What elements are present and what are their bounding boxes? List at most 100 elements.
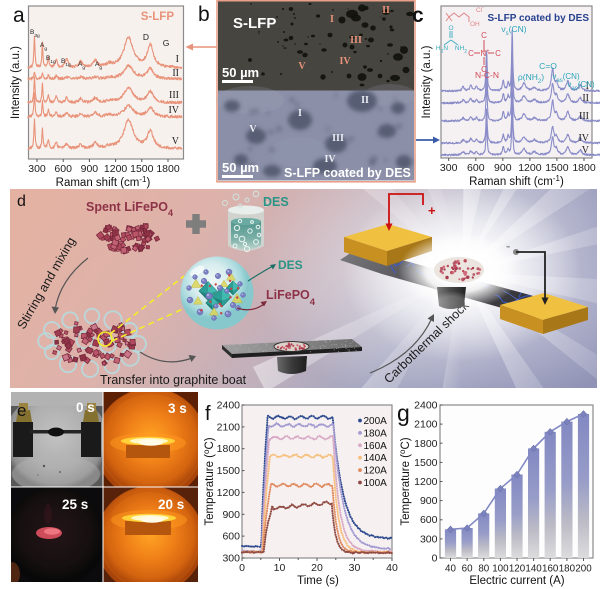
svg-text:-: - <box>506 238 510 253</box>
svg-text:III: III <box>169 90 179 101</box>
svg-text:1500: 1500 <box>217 465 241 477</box>
svg-text:C: C <box>481 31 487 40</box>
svg-text:180: 180 <box>559 564 576 575</box>
svg-text:900: 900 <box>420 495 438 507</box>
svg-text:V: V <box>172 136 180 147</box>
svg-text:a: a <box>13 4 25 27</box>
svg-text:0: 0 <box>432 553 438 565</box>
svg-text:V: V <box>298 61 306 72</box>
svg-text:S-LFP: S-LFP <box>233 15 276 32</box>
svg-text:II: II <box>361 95 369 106</box>
svg-text:B1g: B1g <box>61 58 71 68</box>
svg-text:c: c <box>412 4 424 27</box>
svg-text:300: 300 <box>28 163 46 175</box>
svg-text:3 s: 3 s <box>168 401 187 416</box>
svg-text:300: 300 <box>440 162 458 174</box>
svg-text:180A: 180A <box>364 428 388 439</box>
svg-text:+: + <box>428 203 436 218</box>
svg-text:300: 300 <box>420 533 438 545</box>
svg-text:D: D <box>143 32 149 42</box>
svg-text:0: 0 <box>239 562 245 574</box>
svg-text:50 µm: 50 µm <box>222 160 259 175</box>
svg-text:Ag: Ag <box>78 61 85 71</box>
svg-text:Intensity (a.u.): Intensity (a.u.) <box>421 45 433 118</box>
svg-text:50 µm: 50 µm <box>222 65 259 80</box>
svg-text:120: 120 <box>509 564 526 575</box>
svg-text:1800: 1800 <box>414 438 438 450</box>
svg-text:1200: 1200 <box>104 163 128 175</box>
svg-text:40: 40 <box>386 562 398 574</box>
svg-text:d: d <box>17 193 26 210</box>
svg-text:IV: IV <box>168 105 179 116</box>
svg-text:80: 80 <box>478 564 489 575</box>
svg-text:120A: 120A <box>364 466 388 477</box>
svg-text:I: I <box>330 14 334 25</box>
svg-text:II: II <box>172 68 179 79</box>
svg-text:1500: 1500 <box>414 457 438 469</box>
svg-text:25 s: 25 s <box>62 497 88 512</box>
svg-text:200: 200 <box>575 564 592 575</box>
svg-text:1500: 1500 <box>130 163 154 175</box>
svg-text:Electric current (A): Electric current (A) <box>469 575 564 587</box>
svg-text:IV: IV <box>324 154 336 165</box>
svg-text:S-LFP coated by DES: S-LFP coated by DES <box>487 13 589 24</box>
svg-text:f: f <box>205 403 211 425</box>
svg-text:g: g <box>397 400 410 426</box>
svg-text:Transfer into graphite boat: Transfer into graphite boat <box>100 373 247 387</box>
svg-text:1200: 1200 <box>414 476 438 488</box>
svg-text:600: 600 <box>420 514 438 526</box>
svg-text:Temperature (oC): Temperature (oC) <box>398 437 413 525</box>
svg-text:0 s: 0 s <box>76 400 95 415</box>
svg-text:900: 900 <box>222 509 240 521</box>
svg-text:S-LFP: S-LFP <box>141 11 175 23</box>
svg-text:II: II <box>382 5 390 16</box>
svg-text:30: 30 <box>349 562 361 574</box>
svg-text:C: C <box>468 49 474 58</box>
svg-text:Intensity (a.u.): Intensity (a.u.) <box>10 46 22 119</box>
svg-text:20: 20 <box>311 562 323 574</box>
svg-text:Cl-: Cl- <box>476 5 484 14</box>
svg-text:600: 600 <box>222 531 240 543</box>
svg-text:160A: 160A <box>364 441 388 452</box>
svg-text:III: III <box>332 133 344 144</box>
svg-text:N-C-N: N-C-N <box>475 70 499 80</box>
svg-text:20 s: 20 s <box>158 497 184 512</box>
svg-text:900: 900 <box>81 163 99 175</box>
svg-text:2400: 2400 <box>414 400 438 412</box>
svg-text:1200: 1200 <box>518 162 542 174</box>
svg-text:III: III <box>350 35 362 46</box>
svg-text:IV: IV <box>578 133 589 144</box>
svg-text:2400: 2400 <box>217 400 241 412</box>
svg-text:140A: 140A <box>364 453 388 464</box>
svg-text:B1g: B1g <box>46 55 56 65</box>
svg-text:200A: 200A <box>364 416 388 427</box>
svg-text:40: 40 <box>445 564 456 575</box>
svg-text:II: II <box>582 93 589 104</box>
svg-text:C: C <box>495 49 501 58</box>
svg-text:I: I <box>298 108 302 119</box>
svg-text:C=O: C=O <box>539 61 557 71</box>
svg-text:1800: 1800 <box>572 162 596 174</box>
svg-text:e: e <box>17 401 26 420</box>
svg-text:2100: 2100 <box>217 421 241 433</box>
svg-text:10: 10 <box>274 562 286 574</box>
svg-text:H2N: H2N <box>436 45 448 55</box>
svg-text:300: 300 <box>222 553 240 565</box>
svg-text:2100: 2100 <box>414 419 438 431</box>
svg-text:1200: 1200 <box>217 487 241 499</box>
svg-text:DES: DES <box>263 195 289 209</box>
svg-text:b: b <box>198 3 210 26</box>
svg-text:Spent LiFePO4: Spent LiFePO4 <box>86 200 173 218</box>
svg-text:600: 600 <box>467 162 485 174</box>
svg-text:100A: 100A <box>364 478 388 489</box>
svg-text:OH: OH <box>470 21 480 28</box>
svg-text:1500: 1500 <box>545 162 569 174</box>
svg-text:B3g: B3g <box>30 29 40 39</box>
svg-text:ρ(NH2): ρ(NH2) <box>518 72 544 85</box>
svg-text:I: I <box>176 54 179 65</box>
svg-text:Temperature (oC): Temperature (oC) <box>202 437 217 525</box>
svg-text:NH2: NH2 <box>455 45 467 55</box>
svg-text:C: C <box>481 65 487 74</box>
svg-text:G: G <box>163 38 170 48</box>
svg-text:N+: N+ <box>480 49 490 58</box>
